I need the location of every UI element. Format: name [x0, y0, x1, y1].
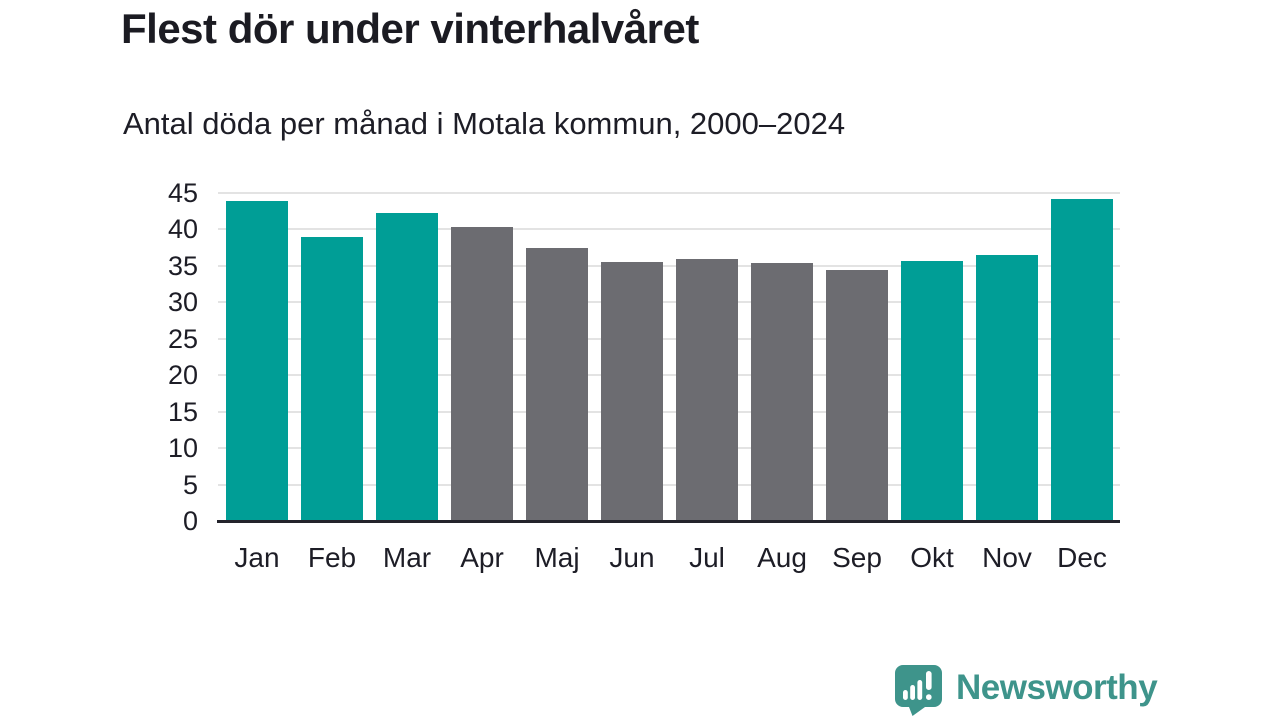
y-axis-label-20: 20	[167, 360, 198, 391]
x-axis-label-jun: Jun	[609, 542, 655, 573]
bar-sep	[826, 269, 888, 521]
x-axis-label-apr: Apr	[460, 542, 504, 573]
gridline-25	[218, 337, 1120, 340]
x-axis-label-sep: Sep	[832, 542, 882, 573]
bars-container	[226, 193, 1126, 521]
x-axis-label-okt: Okt	[910, 542, 954, 573]
x-axis-label-jan: Jan	[234, 542, 280, 573]
gridline-20	[218, 374, 1120, 377]
y-axis-label-40: 40	[167, 214, 198, 245]
x-axis-line	[217, 520, 1120, 523]
newsworthy-logo-text: Newsworthy	[956, 668, 1158, 707]
bar-aug	[751, 262, 813, 521]
y-axis-label-25: 25	[167, 323, 198, 354]
y-axis-label-10: 10	[167, 433, 198, 464]
chart-title: Flest dör under vinterhalvåret	[121, 5, 699, 52]
y-axis-label-0: 0	[182, 506, 198, 536]
bar-feb	[301, 237, 363, 521]
chart-subtitle: Antal döda per månad i Motala kommun, 20…	[123, 106, 846, 141]
x-axis-label-dec: Dec	[1057, 542, 1107, 573]
x-axis-label-nov: Nov	[982, 542, 1032, 573]
gridline-45	[218, 192, 1120, 194]
gridline-15	[218, 410, 1120, 413]
y-axis-label-35: 35	[167, 250, 198, 281]
gridline-5	[218, 483, 1120, 486]
bar-maj	[526, 247, 588, 521]
bar-apr	[451, 226, 513, 521]
bar-dec	[1051, 198, 1113, 521]
x-axis-label-jul: Jul	[689, 542, 725, 573]
newsworthy-speech-bubble-chart-icon	[895, 665, 942, 716]
gridline-35	[218, 264, 1120, 267]
y-axis-label-30: 30	[167, 287, 198, 318]
gridline-40	[218, 228, 1120, 231]
bar-okt	[901, 260, 963, 521]
y-axis-label-5: 5	[182, 469, 198, 500]
bar-mar	[376, 213, 438, 521]
y-axis-label-15: 15	[167, 396, 198, 427]
newsworthy-logo: Newsworthy	[895, 664, 1158, 716]
bar-jan	[226, 201, 288, 521]
y-axis-label-45: 45	[167, 178, 198, 208]
gridline-10	[218, 447, 1120, 450]
bar-jun	[601, 262, 663, 521]
x-axis-label-maj: Maj	[534, 542, 580, 573]
bar-jul	[676, 258, 738, 521]
x-axis-label-mar: Mar	[382, 542, 432, 573]
gridline-30	[218, 301, 1120, 304]
bar-nov	[976, 254, 1038, 521]
x-axis-label-feb: Feb	[307, 542, 357, 573]
x-axis-label-aug: Aug	[757, 542, 807, 573]
